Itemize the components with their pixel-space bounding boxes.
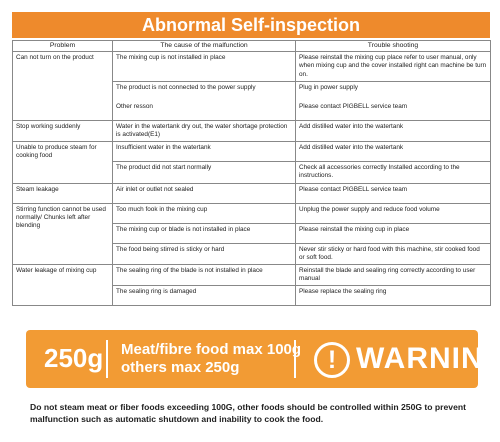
cause-cell: Other resson [112,100,296,121]
table-row: Stirring function cannot be used normall… [12,202,491,266]
table-row: Water leakage of mixing cup The sealing r… [12,264,491,307]
table-row: Stop working suddenly Water in the watert… [12,119,491,143]
fix-cell: Never stir sticky or hard food with this… [295,242,491,266]
table-row: Unable to produce steam for cooking food… [12,141,491,184]
warning-icon: ! [314,342,350,378]
fix-cell: Please reinstall the mixing cup in place [295,222,491,244]
table-row: The food being stirred is sticky or hard… [13,242,491,266]
fix-cell: Add distilled water into the watertank [295,119,491,143]
fix-cell: Reinstall the blade and sealing ring cor… [295,264,491,287]
table-row: The product did not start normally Check … [13,161,491,184]
table-row: The sealing ring is damaged Please replac… [13,285,491,307]
column-header: Problem [12,39,113,53]
cause-cell: The food being stirred is sticky or hard [112,242,296,266]
column-header: The cause of the malfunction [112,39,296,53]
cause-cell: Water in the watertank dry out, the wate… [112,119,296,143]
fix-cell: Please replace the sealing ring [295,285,491,307]
fix-cell: Add distilled water into the watertank [295,141,491,163]
fix-cell: Unplug the power supply and reduce food … [295,202,491,224]
warning-banner: 250g Meat/fibre food max 100g others max… [26,330,500,388]
problem-cell: Stop working suddenly [12,119,113,143]
fix-cell: Please contact PIGBELL service team [295,182,491,204]
separator [294,340,296,378]
cause-cell: Insufficient water in the watertank [112,141,296,163]
cause-cell: The mixing cup or blade is not installed… [112,222,296,244]
warning-word: WARNING [356,342,500,375]
warning-line: Meat/fibre food max 100g [121,341,302,358]
table-row: The product is not connected to the powe… [13,81,491,101]
cause-cell: The sealing ring of the blade is not ins… [112,264,296,287]
table-row: Can not turn on the product The mixing cu… [12,51,491,121]
title: Abnormal Self-inspection [12,12,490,38]
problem-cell: Can not turn on the product [12,51,113,121]
separator [106,340,108,378]
inspection-table: Problem The cause of the malfunction Tro… [12,39,491,307]
warning-line: others max 250g [121,359,240,376]
fix-cell: Plug in power supply [295,81,491,101]
cause-cell: Air inlet or outlet not sealed [112,182,296,204]
cause-cell: The sealing ring is damaged [112,285,296,307]
cause-cell: The product is not connected to the powe… [112,81,296,101]
table-row: Other resson Please contact PIGBELL servi… [13,100,491,121]
problem-cell: Steam leakage [12,182,113,204]
cause-cell: The mixing cup is not installed in place [112,51,296,82]
fix-cell: Please contact PIGBELL service team [295,100,491,121]
header-row: Problem The cause of the malfunction Tro… [12,39,491,53]
warning-lines: Meat/fibre food max 100g others max 250g [121,341,301,377]
column-header: Trouble shooting [295,39,491,53]
problem-cell: Unable to produce steam for cooking food [12,141,113,184]
warning-amount: 250g [44,343,104,373]
problem-cell: Stirring function cannot be used normall… [12,202,113,266]
cause-cell: The product did not start normally [112,161,296,184]
fix-cell: Please reinstall the mixing cup place re… [295,51,491,82]
fix-cell: Check all accessories correctly Installe… [295,161,491,184]
table-row: Steam leakage Air inlet or outlet not sea… [12,182,491,204]
cause-cell: Too much fook in the mixing cup [112,202,296,224]
problem-cell: Water leakage of mixing cup [12,264,113,307]
note: Do not steam meat or fiber foods exceedi… [30,402,466,424]
